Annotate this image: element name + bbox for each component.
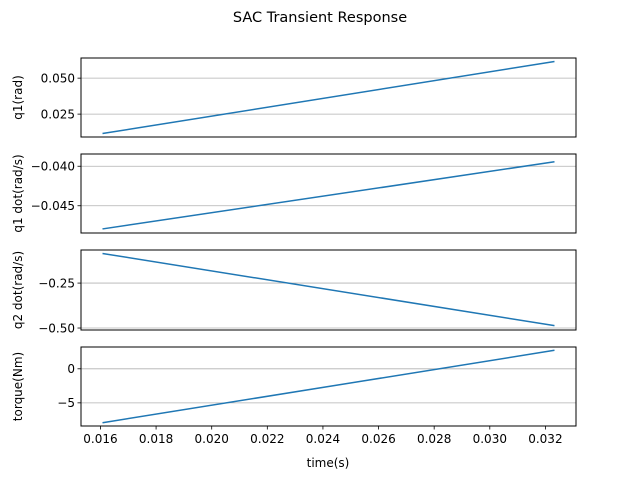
y-axis-label: q1 dot(rad/s) [11, 154, 25, 232]
subplot-3: −0.25 −0.50 q2 dot(rad/s) [11, 249, 577, 335]
subplot-4: 0 −5 torque(Nm) 0.016 0.018 0.020 0.022 0.024 0.… [11, 346, 577, 446]
series-line [102, 252, 555, 327]
x-tick-label: 0.028 [417, 432, 451, 446]
x-tick-label: 0.024 [306, 432, 340, 446]
y-axis-label: q2 dot(rad/s) [11, 251, 25, 329]
y-tick-label: 0 [67, 362, 75, 376]
y-tick-label: 0.050 [41, 71, 75, 85]
plot-frame [80, 249, 577, 331]
x-tick-label: 0.022 [250, 432, 284, 446]
plot-frame [80, 153, 577, 234]
y-tick-label: −0.25 [38, 276, 75, 290]
y-tick-label: 0.025 [41, 107, 75, 121]
y-tick-label: −0.045 [31, 199, 75, 213]
subplot-2: −0.045 −0.040 q1 dot(rad/s) [11, 153, 577, 234]
y-tick-label: −5 [57, 396, 75, 410]
x-tick-label: 0.018 [139, 432, 173, 446]
y-axis-label: torque(Nm) [11, 352, 25, 421]
y-tick-label: −0.50 [38, 321, 75, 335]
x-axis-label: time(s) [307, 456, 350, 470]
x-tick-label: 0.032 [528, 432, 562, 446]
x-tick-label: 0.016 [83, 432, 117, 446]
y-axis-label: q1(rad) [11, 75, 25, 120]
subplot-1: 0.025 0.050 q1(rad) [11, 57, 577, 138]
y-tick-label: −0.040 [31, 160, 75, 174]
subplots: 0.025 0.050 q1(rad) −0.045 −0.040 q1 dot(rad/… [11, 57, 577, 446]
chart-title: SAC Transient Response [233, 10, 407, 26]
series-line [102, 60, 555, 135]
plot-frame [80, 346, 577, 427]
x-tick-label: 0.020 [195, 432, 229, 446]
series-line [102, 161, 555, 230]
x-tick-label: 0.026 [361, 432, 395, 446]
plot-frame [80, 57, 577, 138]
series-line [102, 349, 555, 424]
x-tick-label: 0.030 [473, 432, 507, 446]
